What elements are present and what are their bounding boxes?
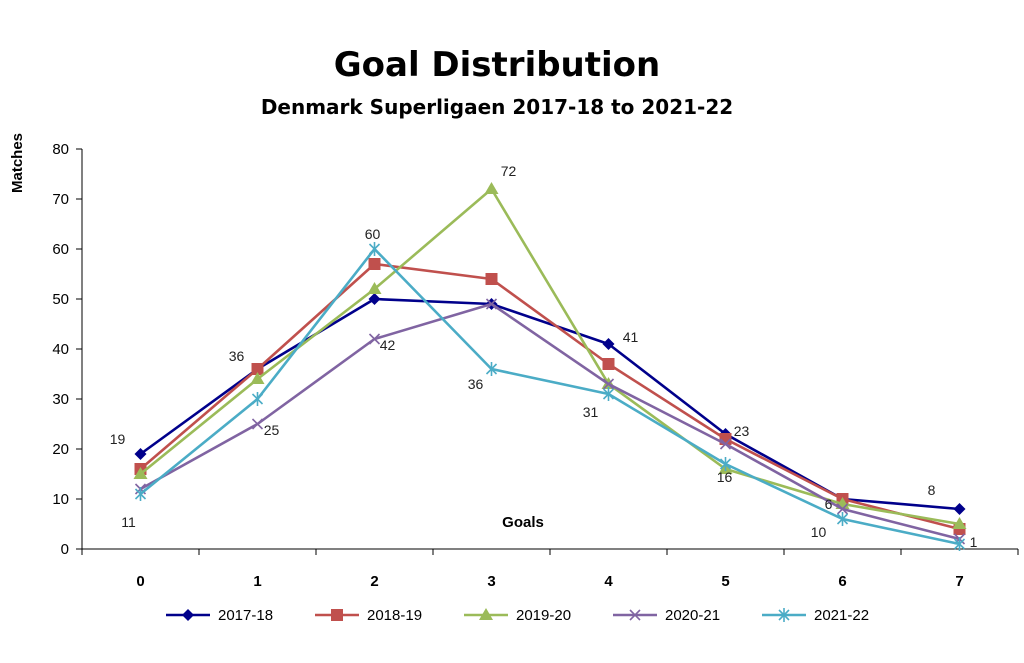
data-point-2019-20-7: [952, 517, 967, 529]
data-label: 36: [468, 376, 484, 392]
data-point-2020-21-6: [836, 503, 849, 515]
chart-subtitle: Denmark Superligaen 2017-18 to 2021-22: [261, 95, 733, 119]
legend-marker: [778, 608, 790, 622]
legend-label: 2018-19: [367, 607, 422, 624]
x-tick-label: 7: [955, 573, 963, 590]
x-tick-label: 2: [370, 573, 378, 590]
data-point-2021-22-0: [134, 487, 147, 501]
legend-marker: [182, 609, 194, 621]
data-labels: 19 36 41 23 10 8 72 16 25 42 11 60 36 31 6 1: [110, 163, 978, 550]
legend-marker: [331, 609, 343, 621]
data-point-2020-21-1: [251, 418, 264, 430]
data-label: 10: [811, 524, 827, 540]
data-label: 8: [928, 482, 936, 498]
data-point-2018-19-4: [602, 358, 615, 370]
data-point-2017-18-7: [953, 503, 966, 515]
x-tick-label: 4: [604, 573, 613, 590]
data-label: 36: [229, 348, 245, 364]
data-label: 60: [365, 226, 381, 242]
data-point-2020-21-4: [602, 378, 615, 390]
x-tick-label: 6: [838, 573, 846, 590]
data-point-2020-21-5: [719, 438, 732, 450]
data-point-2017-18-2: [368, 293, 381, 305]
data-label: 25: [264, 422, 280, 438]
data-label: 1: [970, 534, 978, 550]
y-tick-label: 20: [52, 441, 69, 458]
series-layer: [133, 182, 967, 551]
data-point-2021-22-7: [953, 537, 966, 551]
series-line-2017-18: [139, 297, 960, 511]
legend-item-2021-22: 2021-22: [762, 607, 869, 624]
data-point-2020-21-2: [368, 333, 381, 345]
y-tick-label: 0: [61, 541, 69, 558]
legend-marker: [629, 609, 641, 621]
legend: 2017-18 2018-19 2019-20 2020-21 2021-22: [166, 607, 869, 624]
data-label: 23: [734, 423, 750, 439]
data-label: 16: [717, 469, 733, 485]
data-label: 31: [583, 404, 599, 420]
data-point-2019-20-1: [250, 372, 265, 384]
x-tick-label: 5: [721, 573, 729, 590]
data-point-2020-21-3: [485, 298, 498, 310]
chart-title: Goal Distribution: [334, 45, 661, 85]
series-2017-18: [134, 293, 966, 515]
data-point-2018-19-2: [368, 258, 381, 270]
series-line-2021-22: [139, 247, 960, 546]
legend-item-2020-21: 2020-21: [613, 607, 720, 624]
data-point-2021-22-6: [836, 512, 849, 526]
y-tick-label: 50: [52, 291, 69, 308]
data-point-2021-22-5: [719, 457, 732, 471]
data-point-2019-20-3: [484, 182, 499, 194]
legend-label: 2017-18: [218, 607, 273, 624]
series-line-2019-20: [139, 187, 960, 526]
legend-item-2018-19: 2018-19: [315, 607, 422, 624]
series-2021-22: [134, 242, 966, 551]
data-label: 41: [623, 329, 639, 345]
legend-label: 2019-20: [516, 607, 571, 624]
y-tick-label: 60: [52, 241, 69, 258]
x-tick-label: 0: [136, 573, 144, 590]
y-tick-label: 70: [52, 191, 69, 208]
y-tick-label: 30: [52, 391, 69, 408]
data-point-2017-18-4: [602, 338, 615, 350]
data-point-2021-22-2: [368, 242, 381, 256]
series-line-2018-19: [139, 262, 960, 531]
legend-label: 2020-21: [665, 607, 720, 624]
x-axis-label: Goals: [502, 514, 544, 531]
data-point-2018-19-3: [485, 273, 498, 285]
data-point-2017-18-0: [134, 448, 147, 460]
y-tick-label: 40: [52, 341, 69, 358]
data-point-2021-22-3: [485, 362, 498, 376]
legend-label: 2021-22: [814, 607, 869, 624]
legend-item-2017-18: 2017-18: [166, 607, 273, 624]
x-tick-label: 1: [253, 573, 261, 590]
legend-item-2019-20: 2019-20: [464, 607, 571, 624]
x-tick-label: 3: [487, 573, 495, 590]
data-point-2018-19-1: [251, 363, 264, 375]
series-line-2020-21: [139, 302, 960, 541]
series-2020-21: [134, 298, 966, 545]
legend-marker: [479, 608, 493, 620]
data-point-2019-20-2: [367, 282, 382, 294]
data-point-2021-22-4: [602, 387, 615, 401]
data-label: 72: [501, 163, 517, 179]
y-tick-label: 10: [52, 491, 69, 508]
series-2019-20: [133, 182, 967, 529]
data-label: 11: [121, 514, 136, 530]
data-point-2021-22-1: [251, 392, 264, 406]
data-point-2019-20-0: [133, 467, 148, 479]
data-label: 42: [380, 337, 396, 353]
y-tick-label: 80: [52, 141, 69, 158]
data-label: 19: [110, 431, 126, 447]
data-label: 6: [825, 496, 833, 512]
y-axis-label: Matches: [9, 133, 26, 193]
